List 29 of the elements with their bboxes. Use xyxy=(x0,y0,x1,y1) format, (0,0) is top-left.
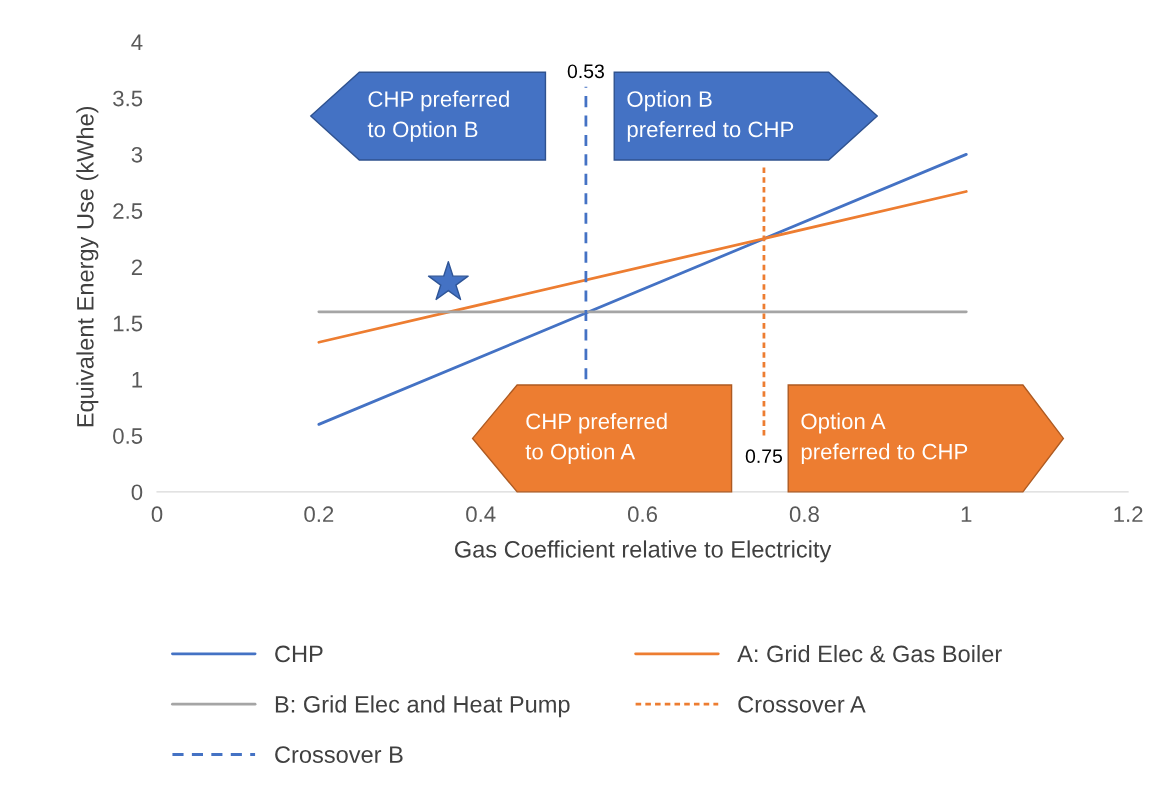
y-tick-label: 2 xyxy=(131,259,142,275)
y-tick-label: 0.5 xyxy=(113,428,143,444)
x-tick-label: 1.2 xyxy=(1114,506,1143,522)
y-tick-label: 1 xyxy=(132,372,143,388)
x-tick-label: 0.2 xyxy=(304,506,334,523)
y-tick-label: 0 xyxy=(131,484,143,501)
annotation: CHP preferred to Option B xyxy=(367,90,509,142)
legend-label: B: Grid Elec and Heat Pump xyxy=(275,695,570,718)
y-tick-label: 3.5 xyxy=(113,90,143,107)
annotation: 0.75 xyxy=(745,449,783,464)
annotation: Option B preferred to CHP xyxy=(627,90,794,142)
x-tick-label: 0.6 xyxy=(627,506,658,523)
legend-label: A: Grid Elec & Gas Boiler xyxy=(737,644,1002,663)
annotation: 0.53 xyxy=(567,64,604,79)
y-axis-title: Equivalent Energy Use (kWhe) xyxy=(76,106,99,427)
legend-label: Crossover A xyxy=(738,695,866,713)
y-tick-label: 1.5 xyxy=(113,315,143,332)
x-tick-label: 0.8 xyxy=(789,506,819,523)
y-tick-label: 4 xyxy=(131,34,143,50)
legend-label: Crossover B xyxy=(275,746,403,763)
x-axis-title: Gas Coefficient relative to Electricity xyxy=(455,540,832,563)
annotation: Option A preferred to CHP xyxy=(801,412,968,464)
x-tick-label: 1 xyxy=(961,506,972,522)
legend-label: CHP xyxy=(275,645,323,663)
x-tick-label: 0.4 xyxy=(466,506,496,523)
annotation: CHP preferred to Option A xyxy=(525,412,667,464)
y-tick-label: 3 xyxy=(131,146,143,163)
y-tick-label: 2.5 xyxy=(113,203,143,219)
x-tick-label: 0 xyxy=(151,506,163,523)
